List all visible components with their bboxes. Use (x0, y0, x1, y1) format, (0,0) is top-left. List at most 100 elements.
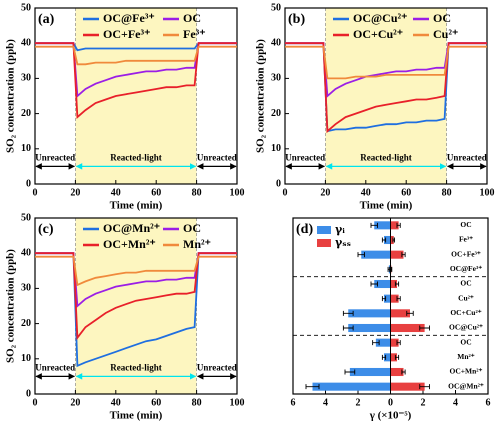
legend-label: γₛₛ (335, 236, 351, 249)
phase-label: Unreacted (447, 152, 487, 162)
legend-label: OC (433, 11, 451, 25)
bar (390, 338, 399, 347)
x-tick-label: 4 (453, 397, 458, 408)
phase-label: Unreacted (35, 152, 75, 162)
error-bar (392, 237, 396, 243)
y-tick-label: 0 (26, 388, 31, 399)
legend-label: OC@Mn²⁺ (103, 221, 160, 235)
series-line (285, 45, 487, 80)
x-tick-label: 40 (111, 397, 121, 408)
legend-label: Mn²⁺ (183, 237, 211, 251)
error-bar (419, 325, 430, 331)
phase-label: Reacted-light (110, 362, 162, 372)
panel: 0 10 20 30 40 50 0 20 40 60 80 100 Time (min) SO₂ con… (255, 2, 495, 211)
category-label: OC+Mn²⁺ (450, 367, 483, 376)
category-label: OC+Cu²⁺ (450, 308, 481, 317)
error-bar (342, 310, 354, 316)
bar (348, 309, 391, 318)
bar (349, 367, 391, 377)
error-bar (344, 369, 356, 375)
bar (390, 235, 394, 245)
legend-label: γᵢ (335, 223, 345, 236)
x-tick-label: 80 (192, 187, 202, 198)
x-tick-label: 0 (283, 187, 288, 198)
bar (361, 250, 391, 259)
y-tick-label: 10 (271, 143, 281, 154)
plot-frame (284, 7, 488, 185)
y-tick-label: 20 (21, 318, 31, 329)
x-tick-label: 80 (442, 187, 452, 198)
x-tick-label: 0 (388, 397, 393, 408)
error-bar (401, 369, 406, 375)
x-tick-label: 60 (401, 187, 411, 198)
legend-label: OC+Cu²⁺ (353, 27, 403, 41)
legend-label: OC (183, 221, 201, 235)
error-bar (381, 237, 387, 243)
category-label: OC+Fe³⁺ (451, 249, 481, 258)
error-bar (406, 310, 414, 316)
bar (312, 382, 391, 391)
series-line (285, 42, 487, 134)
y-tick-label: 50 (21, 212, 31, 223)
x-axis-title: Time (min) (360, 200, 413, 212)
error-bar (381, 354, 387, 360)
bar (374, 221, 391, 230)
series-line (35, 45, 237, 66)
y-tick-label: 40 (21, 247, 31, 258)
x-tick-label: 40 (361, 187, 371, 198)
error-bar (394, 281, 400, 287)
x-tick-label: 2 (356, 397, 361, 408)
bar (390, 367, 404, 377)
bar (374, 279, 391, 289)
x-tick-label: 60 (151, 187, 161, 198)
y-axis-title: SO₂ concentration (ppb) (255, 39, 267, 153)
x-tick-label: 60 (151, 397, 161, 408)
series-line (35, 255, 237, 287)
y-tick-label: 0 (26, 178, 31, 189)
y-tick-label: 10 (21, 353, 31, 364)
error-bar (370, 222, 378, 228)
highlight-region (75, 8, 197, 184)
x-tick-label: 2 (421, 397, 426, 408)
y-tick-label: 20 (271, 108, 281, 119)
series-line (35, 42, 237, 119)
y-tick-label: 30 (271, 73, 281, 84)
x-tick-label: 6 (486, 397, 491, 408)
category-label: OC (460, 279, 471, 288)
error-bar (396, 296, 401, 302)
legend-swatch (317, 239, 331, 247)
panel-label: (c) (38, 222, 54, 237)
y-tick-label: 20 (21, 108, 31, 119)
y-tick-label: 40 (271, 37, 281, 48)
category-label: OC@Fe³⁺ (450, 264, 482, 273)
x-axis-title: γ (×10⁻⁵) (369, 410, 412, 422)
plot-frame (34, 217, 238, 395)
error-bar (401, 252, 406, 258)
legend-label: OC@Cu²⁺ (353, 11, 407, 25)
legend-swatch (317, 226, 331, 234)
error-bar (342, 325, 354, 331)
x-tick-label: 80 (192, 397, 202, 408)
phase-label: Unreacted (197, 152, 237, 162)
x-tick-label: 0 (33, 187, 38, 198)
category-label: OC (460, 220, 471, 229)
bar (384, 294, 391, 303)
series-line (35, 252, 237, 341)
legend-label: OC (183, 11, 201, 25)
category-label: OC@Cu²⁺ (449, 323, 483, 332)
phase-label: Unreacted (197, 362, 237, 372)
y-tick-label: 30 (21, 283, 31, 294)
category-label: Mn²⁺ (457, 352, 474, 361)
legend-label: OC+Mn²⁺ (103, 237, 156, 251)
x-axis-title: Time (min) (110, 410, 163, 422)
panel: 0 10 20 30 40 50 0 20 40 60 80 100 Time (min) SO₂ con… (5, 212, 245, 421)
error-bar (419, 384, 430, 390)
error-bar (370, 281, 378, 287)
panel-label: (d) (296, 222, 313, 237)
y-axis-title: SO₂ concentration (ppb) (5, 39, 17, 153)
legend-label: OC@Fe³⁺ (103, 11, 155, 25)
bar (384, 235, 391, 245)
highlight-region (325, 8, 447, 184)
